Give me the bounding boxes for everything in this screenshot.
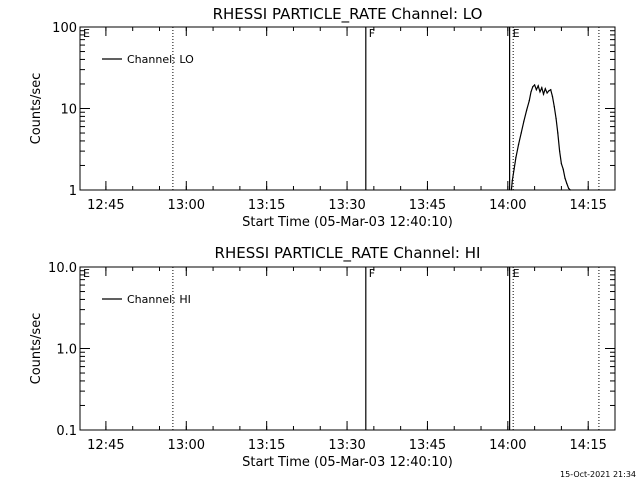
data-point	[517, 144, 520, 146]
x-tick-label: 13:45	[409, 438, 446, 453]
data-point	[569, 189, 571, 191]
y-tick-label: 100	[52, 21, 77, 36]
x-tick-label: 13:30	[328, 198, 365, 213]
y-tick-label: 1	[69, 184, 77, 199]
marker-label: F	[369, 267, 375, 280]
x-tick-label: 14:00	[489, 438, 526, 453]
x-axis-label: Start Time (05-Mar-03 12:40:10)	[242, 455, 453, 470]
data-point	[510, 189, 512, 191]
footer-timestamp: 15-Oct-2021 21:34	[560, 470, 636, 479]
x-tick-label: 14:15	[569, 438, 606, 453]
y-axis-label: Counts/sec	[29, 73, 44, 145]
series-line-1	[510, 83, 571, 191]
y-axis-label: Counts/sec	[29, 313, 44, 385]
y-tick-label: 0.1	[56, 424, 77, 439]
x-tick-label: 13:30	[328, 438, 365, 453]
data-point	[551, 95, 554, 98]
x-tick-label: 13:15	[248, 198, 285, 213]
data-point	[544, 88, 546, 90]
y-tick-label: 10	[60, 103, 77, 118]
data-point	[520, 132, 522, 134]
x-axis-label: Start Time (05-Mar-03 12:40:10)	[242, 215, 453, 230]
data-point	[550, 89, 552, 91]
data-point	[557, 132, 559, 134]
marker-label: E	[83, 267, 90, 280]
data-point	[555, 118, 557, 120]
data-point	[523, 120, 525, 122]
data-point	[542, 93, 545, 95]
data-point	[564, 177, 566, 179]
data-point	[528, 100, 530, 102]
chart-title: RHESSI PARTICLE_RATE Channel: LO	[213, 5, 483, 24]
x-tick-label: 13:45	[409, 198, 446, 213]
plot-frame	[79, 26, 616, 191]
chart-panel-2: RHESSI PARTICLE_RATE Channel: HI 0.1 1.0 10…	[29, 244, 616, 470]
data-point	[532, 86, 534, 88]
data-point	[513, 168, 515, 170]
marker-label: F	[369, 27, 375, 40]
chart-title: RHESSI PARTICLE_RATE Channel: HI	[215, 244, 481, 263]
marker-label: E	[513, 27, 520, 40]
data-point	[548, 90, 550, 92]
marker-label: E	[83, 27, 90, 40]
data-point	[562, 168, 564, 170]
data-point	[539, 91, 541, 93]
marker-label: E	[513, 267, 520, 280]
x-tick-label: 13:15	[248, 438, 285, 453]
chart-panel-1: RHESSI PARTICLE_RATE Channel: LO 1 10 100 12…	[29, 5, 616, 230]
x-tick-label: 14:15	[569, 198, 606, 213]
x-tick-label: 12:45	[87, 198, 124, 213]
data-point	[560, 163, 563, 165]
x-tick-label: 13:00	[168, 438, 205, 453]
data-point	[541, 87, 543, 89]
y-tick-label: 10.0	[48, 261, 77, 276]
data-point	[525, 109, 528, 111]
data-point	[567, 187, 570, 189]
data-point	[535, 89, 538, 91]
legend-label: Channel: HI	[127, 293, 191, 306]
data-point	[553, 106, 555, 108]
x-tick-label: 14:00	[489, 198, 526, 213]
data-point	[530, 91, 532, 93]
x-tick-label: 12:45	[87, 438, 124, 453]
data-point	[511, 180, 513, 182]
x-tick-label: 13:00	[168, 198, 205, 213]
data-point	[546, 92, 548, 94]
data-point	[566, 182, 568, 185]
plot-frame	[79, 266, 616, 431]
legend-label: Channel: LO	[127, 53, 194, 66]
y-tick-label: 1.0	[56, 343, 77, 358]
data-point	[515, 156, 517, 159]
data-point	[559, 150, 561, 152]
data-point	[537, 85, 539, 87]
data-point	[534, 84, 536, 86]
